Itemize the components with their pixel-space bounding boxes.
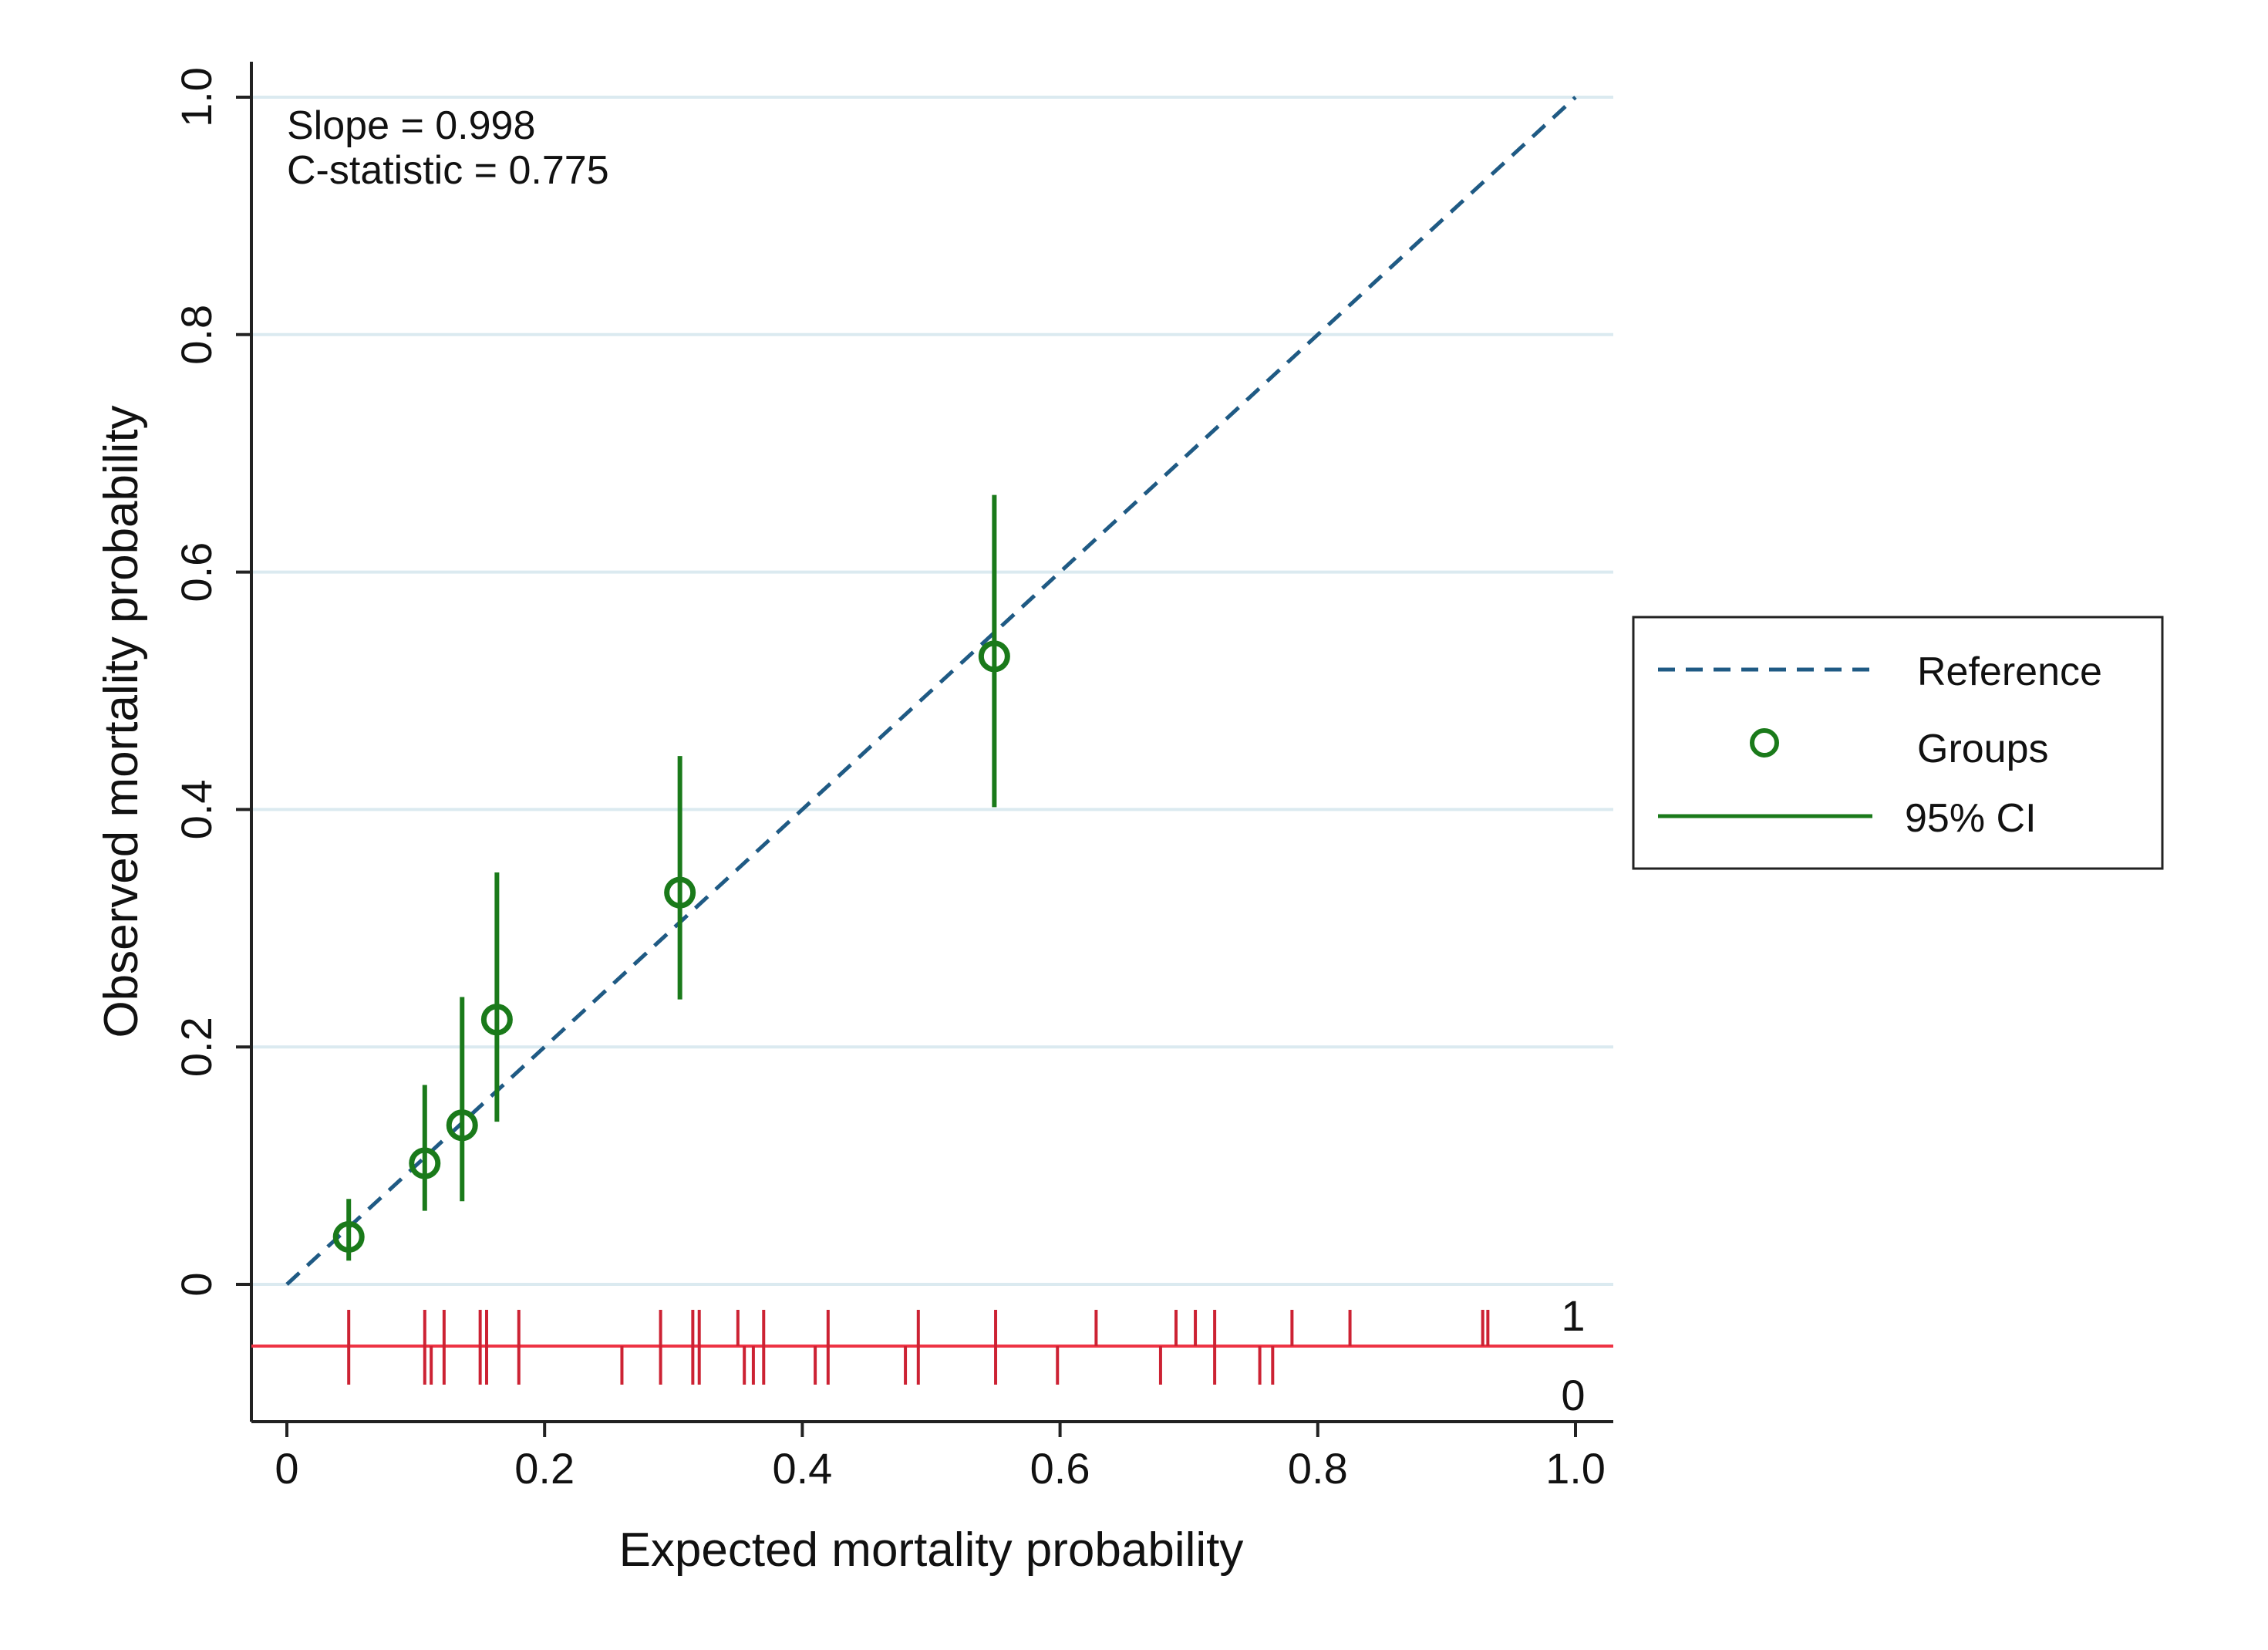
x-tick-label: 0 <box>275 1444 298 1493</box>
x-tick-label: 0.6 <box>1030 1444 1090 1493</box>
x-tick-label: 1.0 <box>1545 1444 1606 1493</box>
y-tick-label: 0.4 <box>172 779 221 839</box>
axes <box>250 62 1613 1423</box>
x-axis-title: Expected mortality probability <box>619 1523 1244 1577</box>
legend-groups-label: Groups <box>1917 727 2049 771</box>
y-tick-label: 0.8 <box>172 305 221 365</box>
legend-box <box>1632 616 2164 870</box>
y-tick-label: 0.2 <box>172 1017 221 1077</box>
y-tick-label: 0 <box>172 1272 221 1296</box>
group-point <box>978 640 1010 673</box>
group-point <box>480 1004 513 1036</box>
x-tick-label: 0.4 <box>772 1444 832 1493</box>
group-points <box>332 640 1010 1253</box>
group-point <box>664 876 696 909</box>
y-ticks: 0 0.2 0.4 0.6 0.8 1.0 <box>172 67 251 1297</box>
x-ticks: 0 0.2 0.4 0.6 0.8 1.0 <box>275 1422 1606 1493</box>
slope-annotation: Slope = 0.998 <box>287 103 535 148</box>
reference-line <box>285 96 1577 1286</box>
y-tick-label: 0.6 <box>172 542 221 602</box>
y-tick-label: 1.0 <box>172 67 221 127</box>
legend-ci-label: 95% CI <box>1905 796 2037 841</box>
group-point <box>332 1220 365 1253</box>
legend-reference-label: Reference <box>1917 650 2102 694</box>
group-point <box>409 1147 441 1179</box>
rug-label-events: 1 <box>1561 1291 1585 1340</box>
gridlines <box>251 96 1613 1286</box>
legend: Reference Groups 95% CI <box>1632 616 2164 870</box>
y-axis-title: Observed mortality probability <box>95 405 148 1038</box>
event-rug <box>251 1310 1613 1385</box>
legend-groups-sample <box>1750 728 1779 758</box>
c-statistic-annotation: C-statistic = 0.775 <box>287 148 609 193</box>
x-tick-label: 0.8 <box>1288 1444 1348 1493</box>
x-tick-label: 0.2 <box>514 1444 575 1493</box>
group-point <box>446 1109 478 1142</box>
rug-label-nonevents: 0 <box>1561 1371 1585 1419</box>
